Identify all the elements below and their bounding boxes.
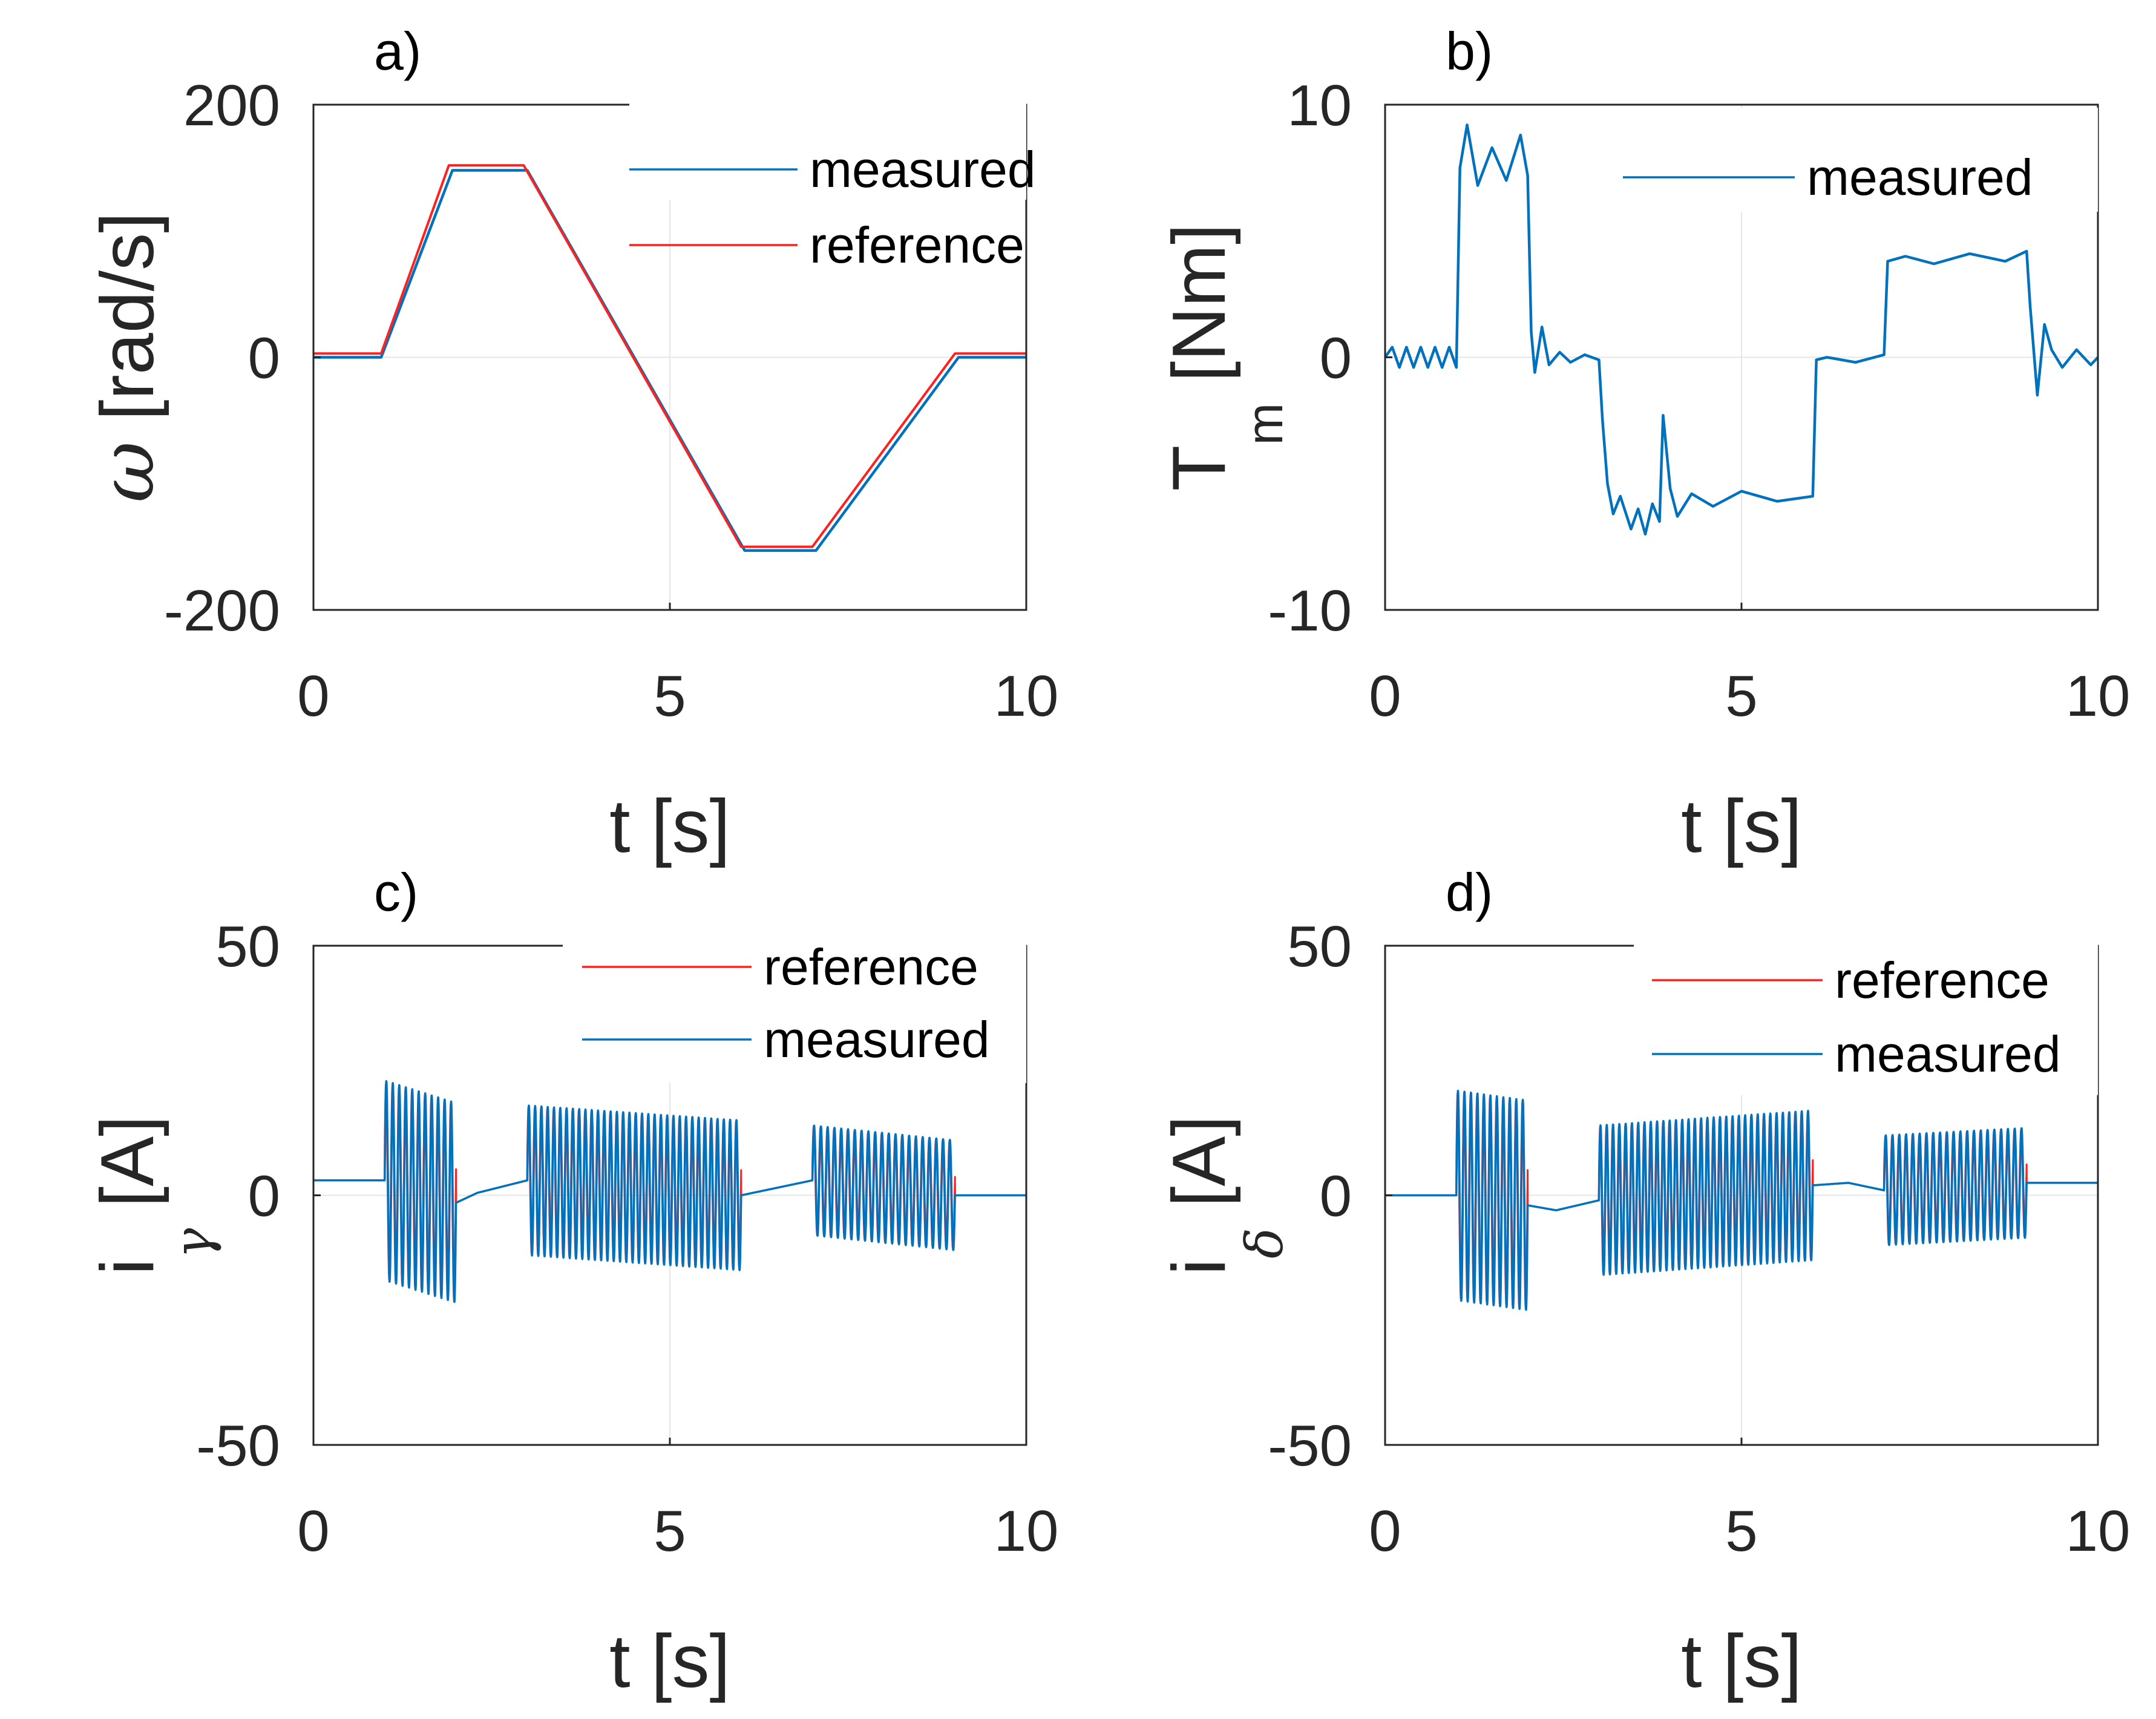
panel-d-ylabel: iδ [A]: [1158, 1115, 1294, 1275]
panel-b-ytick-label: -10: [1268, 578, 1352, 643]
panel-d-ylabel-main: i: [1158, 1259, 1241, 1275]
panel-c-ylabel-main: i: [86, 1259, 169, 1275]
panel-a-xlabel: t [s]: [609, 785, 730, 868]
panel-d-xlabel: t [s]: [1681, 1620, 1802, 1703]
panel-c-xtick-label: 0: [297, 1499, 329, 1563]
panel-b-ytick-label: 10: [1287, 73, 1352, 138]
panel-b-ylabel-unit: [Nm]: [1158, 224, 1241, 403]
panel-b-xlabel: t [s]: [1681, 785, 1802, 868]
panel-d-series-measured: [1385, 1090, 2098, 1311]
panel-a-ytick-label: 0: [248, 326, 280, 391]
panel-c-ylabel: iγ [A]: [86, 1116, 223, 1275]
panel-a-ylabel-unit: [rad/s]: [86, 212, 169, 441]
panel-c-label: c): [374, 862, 418, 922]
panel-d: 0 5 10 -50 0 50 t [s] iδ [A] d) reference measured: [1158, 862, 2130, 1703]
panel-d-ytick-label: 0: [1320, 1164, 1352, 1229]
panel-a-xtick-label: 5: [654, 664, 686, 729]
panel-c-ytick-label: 50: [215, 914, 280, 979]
panel-c: 0 5 10 -50 0 50 t [s] iγ [A] c) reference measured: [86, 862, 1058, 1703]
panel-a-data: [313, 164, 1026, 552]
panel-b-label: b): [1446, 21, 1493, 81]
panel-d-xtick-label: 0: [1369, 1499, 1401, 1563]
panel-b-xtick-label: 10: [2066, 664, 2131, 729]
panel-b-ylabel-main: T: [1158, 445, 1241, 491]
panel-b-data: [1385, 123, 2098, 536]
panel-d-ylabel-unit: [A]: [1158, 1115, 1241, 1228]
panel-c-data: [313, 1080, 1026, 1303]
panel-a-xtick-label: 0: [297, 664, 329, 729]
panel-c-series-measured: [313, 1080, 1026, 1303]
panel-a-ytick-label: -200: [164, 578, 280, 643]
panel-a-xtick-label: 10: [994, 664, 1059, 729]
panel-d-xtick-label: 10: [2066, 1499, 2131, 1563]
panel-c-xtick-label: 5: [654, 1499, 686, 1563]
panel-a-label: a): [374, 21, 421, 81]
panel-c-legend-text-reference: reference: [764, 938, 978, 995]
panel-c-ylabel-sub: γ: [163, 1228, 223, 1259]
panel-c-xtick-label: 10: [994, 1499, 1059, 1563]
panel-c-ytick-label: -50: [196, 1413, 280, 1478]
panel-d-xtick-label: 5: [1725, 1499, 1757, 1563]
panel-a-legend-box: [629, 48, 1026, 200]
panel-b-ylabel: Tm [Nm]: [1158, 224, 1293, 491]
panel-c-xlabel: t [s]: [609, 1620, 730, 1703]
panel-d-legend-text-measured: measured: [1835, 1026, 2061, 1082]
panel-b-xtick-label: 5: [1725, 664, 1757, 729]
panel-c-legend-box: [563, 917, 1026, 1083]
panel-b-ytick-label: 0: [1320, 326, 1352, 391]
panel-b-legend-text-measured: measured: [1807, 149, 2033, 206]
panel-b-legend: measured: [1610, 108, 2098, 212]
panel-c-ytick-label: 0: [248, 1164, 280, 1229]
panel-b-xtick-label: 0: [1369, 664, 1401, 729]
panel-b: 0 5 10 -10 0 10 t [s] Tm [Nm] b) measured: [1158, 21, 2130, 868]
panel-d-legend: reference measured: [1634, 944, 2098, 1095]
panel-d-ytick-label: 50: [1287, 914, 1352, 979]
panel-a-legend-text-measured: measured: [810, 141, 1036, 198]
panel-d-legend-box: [1634, 944, 2098, 1095]
panel-d-label: d): [1446, 862, 1493, 922]
panel-d-legend-text-reference: reference: [1835, 952, 2050, 1009]
panel-b-ylabel-sub: m: [1236, 403, 1293, 445]
panel-d-ytick-label: -50: [1268, 1413, 1352, 1478]
panel-a-legend-text-reference: reference: [810, 217, 1024, 273]
panel-a-series-reference: [313, 164, 1026, 548]
panel-c-legend-text-measured: measured: [764, 1011, 990, 1068]
panel-a-ylabel: ω [rad/s]: [84, 212, 171, 502]
panel-b-legend-box: [1610, 108, 2098, 212]
panel-a-legend: measured reference: [629, 48, 1036, 273]
panel-b-series-measured: [1385, 123, 2098, 536]
panel-c-ylabel-unit: [A]: [86, 1116, 169, 1228]
panel-a-ylabel-symbol: ω: [84, 441, 171, 502]
panel-d-data: [1385, 1090, 2098, 1311]
panel-a-ytick-label: 200: [183, 73, 280, 138]
panel-a: 0 5 10 -200 0 200 t [s] ω [rad/s] a) measured refe…: [84, 21, 1058, 868]
panel-c-legend: reference measured: [563, 917, 1026, 1083]
panel-d-ylabel-sub: δ: [1235, 1228, 1294, 1259]
